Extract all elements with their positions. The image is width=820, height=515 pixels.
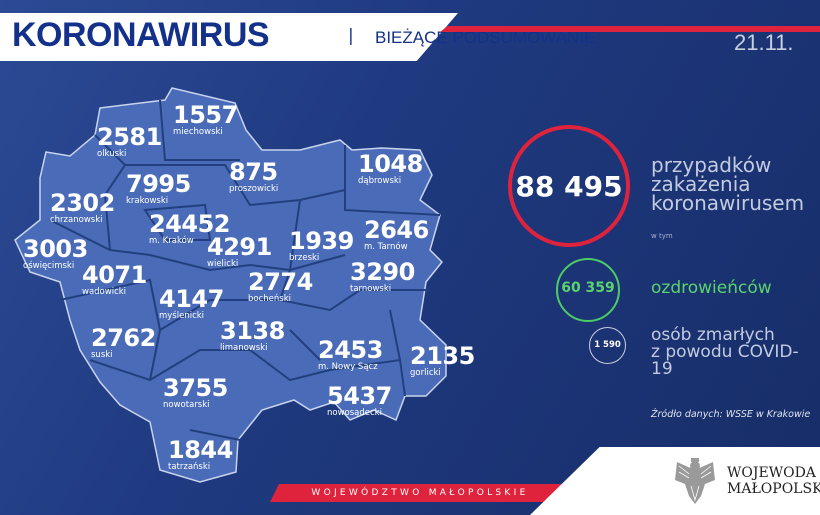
district-myslenicki: 4147 myślenicki — [159, 287, 224, 321]
voivode-logo-text: WOJEWODA MAŁOPOLSKI — [727, 465, 820, 497]
logo-line: MAŁOPOLSKI — [727, 481, 820, 497]
district-name: wielicki — [207, 259, 239, 269]
label-line: przypadków — [651, 153, 772, 177]
district-count: 3290 — [350, 258, 415, 286]
district-tarnowski: 3290 tarnowski — [350, 260, 415, 294]
district-name: oświęcimski — [23, 261, 75, 271]
district-name: brzeski — [289, 253, 320, 263]
district-nowotarski: 3755 nowotarski — [163, 376, 228, 410]
district-name: dąbrowski — [358, 176, 402, 186]
district-brzeski: 1939 brzeski — [289, 229, 354, 263]
district-nowosadecki: 5437 nowosądecki — [327, 384, 392, 418]
district-count: 2646 — [364, 216, 429, 244]
district-name: nowosądecki — [327, 408, 382, 418]
district-proszowicki: 875 proszowicki — [229, 160, 278, 194]
district-count: 1939 — [289, 227, 354, 255]
district-limanowski: 3138 limanowski — [220, 319, 285, 353]
date-label: 21.11. — [734, 30, 794, 55]
total-cases-circle — [508, 125, 630, 247]
deaths-label: osób zmarłych z powodu COVID-19 — [651, 327, 820, 378]
district-name: wadowicki — [82, 287, 127, 297]
red-stripe — [440, 26, 820, 32]
district-count: 4071 — [82, 261, 147, 289]
eagle-emblem-icon — [675, 458, 715, 504]
district-olkuski: 2581 olkuski — [97, 125, 162, 159]
district-count: 2453 — [318, 336, 383, 364]
district-wielicki: 4291 wielicki — [207, 235, 272, 269]
district-name: limanowski — [220, 343, 268, 353]
total-cases-label: przypadków zakażenia koronawirusem — [651, 153, 805, 215]
title-separator: | — [348, 26, 354, 46]
district-name: nowotarski — [163, 400, 210, 410]
district-count: 2774 — [248, 268, 313, 296]
district-wadowicki: 4071 wadowicki — [82, 263, 147, 297]
district-count: 24452 — [149, 210, 231, 238]
district-count: 3138 — [220, 317, 285, 345]
district-krakowski: 7995 krakowski — [126, 172, 191, 206]
district-count: 7995 — [126, 170, 191, 198]
recovered-label: ozdrowieńców — [651, 278, 772, 298]
district-name: tarnowski — [350, 284, 392, 294]
district-borders — [49, 99, 441, 441]
district-count: 4147 — [159, 285, 224, 313]
deaths-circle — [589, 327, 626, 364]
district-count: 2302 — [50, 189, 115, 217]
district-count: 3755 — [163, 374, 228, 402]
label-line: koronawirusem — [651, 191, 805, 215]
total-cases-value: 88 495 — [515, 170, 623, 203]
district-m-tarnow: 2646 m. Tarnów — [364, 218, 429, 252]
district-count: 4291 — [207, 233, 272, 261]
deaths-value: 1 590 — [594, 340, 621, 350]
label-line: z powodu COVID-19 — [651, 342, 799, 379]
district-suski: 2762 suski — [91, 326, 156, 360]
district-tatrzanski: 1844 tatrzański — [168, 438, 233, 472]
district-name: bocheński — [248, 294, 291, 304]
district-count: 1844 — [168, 436, 233, 464]
page-title: KORONAWIRUS — [12, 16, 270, 54]
district-name: myślenicki — [159, 311, 205, 321]
district-count: 2762 — [91, 324, 156, 352]
label-line: zakażenia — [651, 172, 751, 196]
district-miechowski: 1557 miechowski — [173, 103, 238, 137]
district-name: m. Kraków — [149, 236, 194, 246]
district-name: m. Nowy Sącz — [318, 362, 378, 372]
including-label: w tym — [651, 232, 673, 240]
district-name: proszowicki — [229, 184, 279, 194]
district-count: 2135 — [410, 342, 475, 370]
district-name: tatrzański — [168, 462, 211, 472]
district-m-krakow: 24452 m. Kraków — [149, 210, 231, 246]
district-count: 875 — [229, 158, 278, 186]
district-name: olkuski — [97, 149, 127, 159]
district-gorlicki: 2135 gorlicki — [410, 344, 475, 378]
district-bochenski: 2774 bocheński — [248, 270, 313, 304]
data-source: Źródło danych: WSSE w Krakowie — [651, 409, 811, 420]
region-outline — [14, 87, 447, 483]
district-name: gorlicki — [410, 368, 441, 378]
recovered-circle — [556, 258, 620, 322]
page-subtitle: BIEŻĄCE PODSUMOWANIE — [375, 28, 596, 47]
label-line: osób zmarłych — [651, 325, 775, 345]
recovered-value: 60 359 — [561, 280, 615, 296]
logo-line: WOJEWODA — [727, 465, 816, 481]
district-oswiecimski: 3003 oświęcimski — [23, 237, 88, 271]
district-name: m. Tarnów — [364, 242, 408, 252]
district-name: krakowski — [126, 196, 169, 206]
district-count: 1048 — [358, 150, 423, 178]
district-m-nowy-sacz: 2453 m. Nowy Sącz — [318, 338, 383, 372]
region-name: WOJEWÓDZTWO MAŁOPOLSKIE — [311, 488, 529, 498]
district-count: 5437 — [327, 382, 392, 410]
district-count: 3003 — [23, 235, 88, 263]
district-count: 2581 — [97, 123, 162, 151]
district-dabrowski: 1048 dąbrowski — [358, 152, 423, 186]
district-name: suski — [91, 350, 113, 360]
region-ribbon — [270, 484, 570, 502]
district-count: 1557 — [173, 101, 238, 129]
district-chrzanowski: 2302 chrzanowski — [50, 191, 115, 225]
district-name: miechowski — [173, 127, 223, 137]
district-name: chrzanowski — [50, 215, 103, 225]
header-banner — [0, 13, 458, 61]
